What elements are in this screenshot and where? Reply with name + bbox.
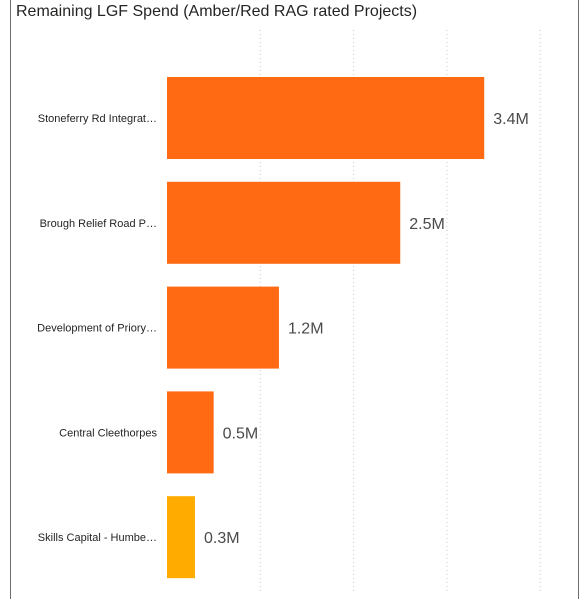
category-label: Development of Priory…: [37, 323, 157, 335]
chart-frame: [10, 0, 579, 599]
bar[interactable]: [167, 496, 195, 579]
category-label: Skills Capital - Humbe…: [38, 532, 157, 544]
chart-title: Remaining LGF Spend (Amber/Red RAG rated…: [16, 3, 418, 20]
category-label: Brough Relief Road P…: [40, 218, 157, 230]
data-label: 2.5M: [409, 216, 445, 233]
data-label: 1.2M: [288, 321, 324, 338]
data-label: 3.4M: [493, 111, 529, 128]
data-label: 0.5M: [223, 425, 259, 442]
category-label: Stoneferry Rd Integrat…: [38, 113, 157, 125]
data-label: 0.3M: [204, 530, 240, 547]
category-label: Central Cleethorpes: [59, 427, 157, 439]
bar[interactable]: [167, 77, 485, 159]
bar[interactable]: [167, 391, 214, 474]
bar[interactable]: [167, 181, 401, 264]
bar[interactable]: [167, 286, 279, 369]
